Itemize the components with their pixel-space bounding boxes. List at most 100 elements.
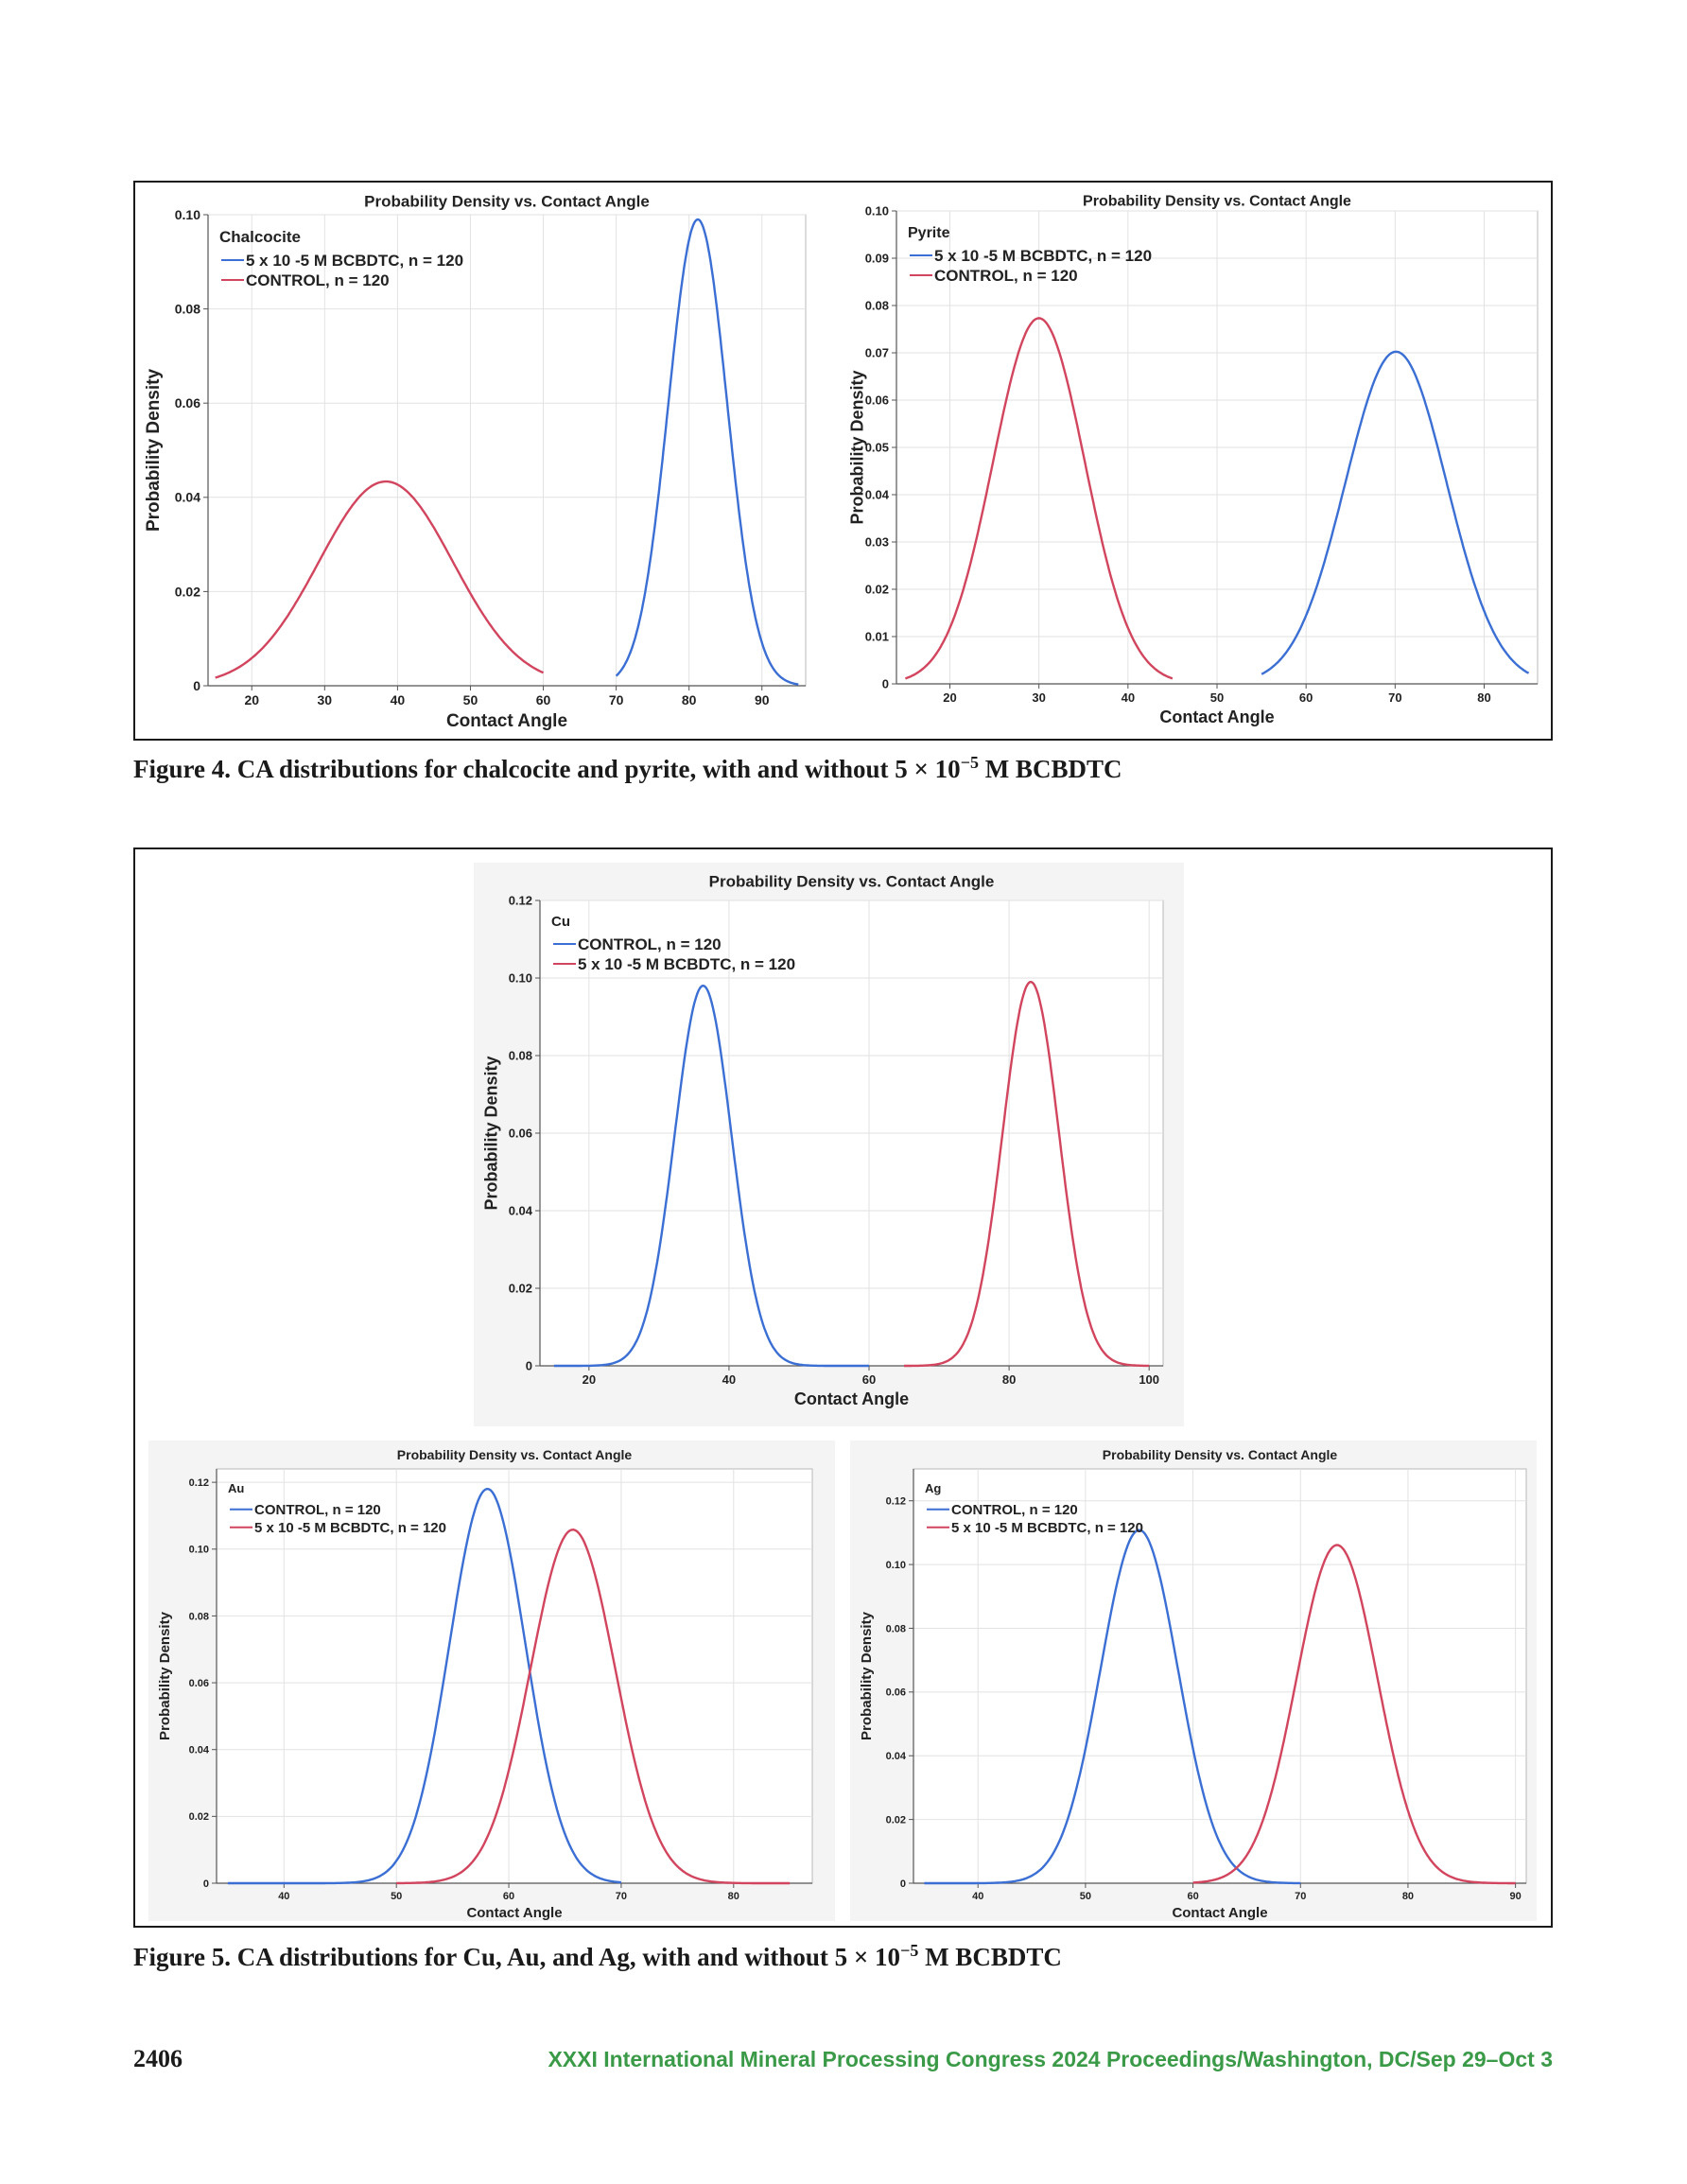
y-tick-label: 0.08 [175, 302, 200, 317]
y-tick-label: 0.12 [189, 1477, 209, 1489]
figure-5-caption-tail: M BCBDTC [918, 1943, 1062, 1971]
y-tick-label: 0.05 [865, 441, 889, 455]
chart-svg: 40 50 60 70 80 90 0 0.02 0.04 0.06 0.08 0.10 0.12 Pro… [850, 1441, 1537, 1921]
x-tick-label: 80 [1402, 1891, 1414, 1902]
y-tick-label: 0.02 [175, 584, 200, 599]
series-line-red [396, 1528, 791, 1885]
x-tick-label: 60 [536, 692, 551, 708]
legend-entry: 5 x 10 -5 M BCBDTC, n = 120 [246, 252, 463, 270]
y-tick-label: 0.06 [865, 393, 889, 408]
x-tick-label: 60 [862, 1372, 876, 1387]
y-tick-label: 0.07 [865, 346, 889, 360]
y-tick-label: 0.04 [175, 490, 200, 505]
y-tick-label: 0.06 [175, 395, 200, 411]
x-tick-label: 20 [583, 1372, 596, 1387]
chart-svg: 20 40 60 80 100 0 0.02 0.04 0.06 0.08 0.10 0.12 Prob… [474, 863, 1184, 1426]
figure-5-frame: 20 40 60 80 100 0 0.02 0.04 0.06 0.08 0.10 0.12 Prob… [133, 847, 1553, 1928]
proceedings-title: XXXI International Mineral Processing Co… [548, 2047, 1553, 2071]
series-line-red [215, 480, 545, 679]
legend-title: Chalcocite [219, 228, 301, 246]
x-tick-label: 20 [943, 690, 956, 705]
x-axis-label: Contact Angle [794, 1389, 909, 1408]
figure-5-caption-text: Figure 5. CA distributions for Cu, Au, a… [133, 1943, 901, 1971]
chart-au: 40 50 60 70 80 0 0.02 0.04 0.06 0.08 0.10 0.12 Proba… [148, 1441, 835, 1921]
series-line-red [1192, 1544, 1516, 1885]
legend-entry: 5 x 10 -5 M BCBDTC, n = 120 [934, 247, 1152, 265]
figure-4-caption: Figure 4. CA distributions for chalcocit… [133, 753, 1122, 784]
y-tick-label: 0.10 [509, 971, 532, 986]
y-tick-label: 0.08 [189, 1611, 209, 1622]
chart-pyrite: 20 30 40 50 60 70 80 0 0.01 0.02 0.03 0.04 0.05 0.06 0… [840, 183, 1551, 739]
y-axis-label: Probability Density [157, 1611, 173, 1740]
chart-title: Probability Density vs. Contact Angle [397, 1447, 633, 1462]
plot-area [913, 1468, 1527, 1884]
y-tick-label: 0.02 [886, 1814, 906, 1826]
x-tick-label: 80 [682, 692, 697, 708]
x-tick-label: 90 [755, 692, 770, 708]
y-tick-label: 0 [203, 1878, 209, 1890]
x-tick-label: 90 [1510, 1891, 1522, 1902]
y-tick-label: 0 [193, 678, 200, 693]
page-number: 2406 [133, 2045, 183, 2072]
x-tick-label: 50 [463, 692, 478, 708]
legend-title: Ag [925, 1481, 941, 1495]
chart-title: Probability Density vs. Contact Angle [709, 872, 995, 890]
legend-entry: 5 x 10 -5 M BCBDTC, n = 120 [254, 1520, 446, 1536]
chart-svg: 20 30 40 50 60 70 80 90 0 0.02 0.04 0.06 0.08 0.10 Pro… [135, 183, 837, 739]
legend-entry: 5 x 10 -5 M BCBDTC, n = 120 [951, 1520, 1143, 1536]
series-line-blue [1261, 350, 1530, 675]
chart-chalcocite: 20 30 40 50 60 70 80 90 0 0.02 0.04 0.06 0.08 0.10 Pro… [135, 183, 837, 739]
y-tick-label: 0.03 [865, 535, 889, 550]
y-tick-label: 0.02 [189, 1811, 209, 1823]
y-axis-label: Probability Density [859, 1611, 875, 1740]
chart-svg: 40 50 60 70 80 0 0.02 0.04 0.06 0.08 0.10 0.12 Proba… [148, 1441, 835, 1921]
y-tick-label: 0 [526, 1359, 532, 1373]
y-tick-label: 0.04 [865, 488, 890, 502]
y-tick-label: 0.06 [189, 1678, 209, 1689]
series-line-red [904, 980, 1150, 1368]
legend-entry: CONTROL, n = 120 [254, 1502, 381, 1518]
y-axis-label: Probability Density [847, 370, 866, 524]
x-tick-label: 80 [1477, 690, 1490, 705]
legend-title: Cu [551, 914, 570, 930]
x-tick-label: 30 [318, 692, 333, 708]
y-tick-label: 0 [882, 677, 889, 691]
y-tick-label: 0.04 [886, 1751, 907, 1762]
x-tick-label: 60 [1299, 690, 1313, 705]
plot-area [207, 214, 807, 687]
x-tick-label: 40 [972, 1891, 983, 1902]
legend-title: Au [228, 1481, 244, 1495]
y-axis-label: Probability Density [144, 369, 164, 533]
y-tick-label: 0.09 [865, 252, 889, 266]
figure-4-frame: 20 30 40 50 60 70 80 90 0 0.02 0.04 0.06 0.08 0.10 Pro… [133, 181, 1553, 741]
y-tick-label: 0.12 [886, 1496, 906, 1508]
y-axis-label: Probability Density [481, 1056, 500, 1210]
figure-4-caption-tail: M BCBDTC [978, 755, 1122, 783]
x-axis-label: Contact Angle [1159, 708, 1274, 726]
x-tick-label: 50 [1080, 1891, 1091, 1902]
figure-5-caption-exponent: −5 [900, 1941, 919, 1960]
x-tick-label: 60 [503, 1891, 514, 1902]
x-tick-label: 80 [728, 1891, 739, 1902]
chart-ag: 40 50 60 70 80 90 0 0.02 0.04 0.06 0.08 0.10 0.12 Pro… [850, 1441, 1537, 1921]
legend-entry: CONTROL, n = 120 [578, 935, 722, 953]
y-tick-label: 0.12 [509, 894, 532, 908]
chart-title: Probability Density vs. Contact Angle [1083, 194, 1351, 210]
x-axis-label: Contact Angle [466, 1905, 562, 1921]
x-tick-label: 80 [1002, 1372, 1016, 1387]
chart-title: Probability Density vs. Contact Angle [364, 192, 650, 210]
y-tick-label: 0.02 [509, 1282, 532, 1296]
y-tick-label: 0.06 [509, 1127, 532, 1141]
series-line-blue [553, 984, 869, 1368]
figure-5-caption: Figure 5. CA distributions for Cu, Au, a… [133, 1941, 1062, 1972]
y-tick-label: 0.08 [509, 1049, 532, 1063]
figure-4-caption-exponent: −5 [960, 753, 979, 772]
y-tick-label: 0 [900, 1878, 906, 1890]
x-tick-label: 100 [1139, 1372, 1159, 1387]
x-tick-label: 60 [1187, 1891, 1198, 1902]
legend-entry: 5 x 10 -5 M BCBDTC, n = 120 [578, 955, 795, 973]
x-tick-label: 70 [609, 692, 624, 708]
legend-entry: CONTROL, n = 120 [951, 1502, 1078, 1518]
x-tick-label: 40 [722, 1372, 736, 1387]
x-tick-label: 40 [1122, 690, 1135, 705]
